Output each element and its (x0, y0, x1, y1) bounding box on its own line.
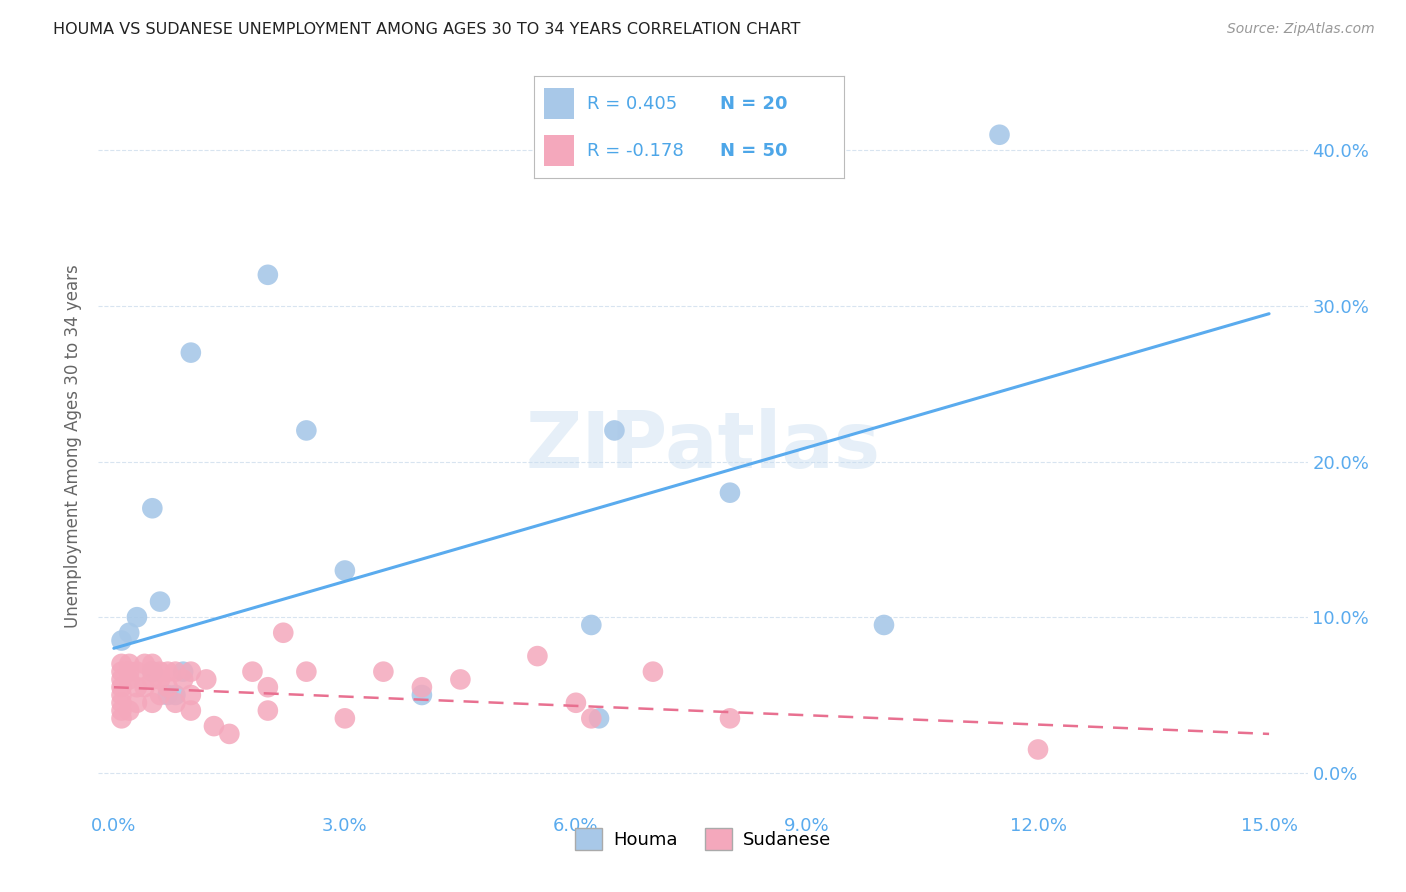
Point (565, 696, 588, 710)
Point (149, 673, 172, 687)
Point (295, 424, 318, 438)
Point (110, 704, 132, 718)
Point (180, 345, 202, 359)
Point (110, 657, 132, 671)
Point (134, 680, 156, 694)
Point (581, 711, 603, 725)
Point (373, 665, 395, 679)
Point (526, 649, 548, 664)
Point (110, 673, 132, 687)
Point (141, 696, 163, 710)
Point (110, 711, 132, 725)
Bar (544, 136, 575, 166)
Text: R = 0.405: R = 0.405 (586, 95, 678, 112)
Point (603, 424, 626, 438)
Point (156, 688, 179, 702)
Point (718, 485, 741, 500)
Point (581, 618, 603, 632)
Point (141, 501, 163, 516)
Point (718, 711, 741, 725)
Text: N = 20: N = 20 (720, 95, 787, 112)
Point (449, 673, 471, 687)
Point (641, 665, 664, 679)
Point (149, 688, 172, 702)
Point (165, 696, 187, 710)
Point (988, 128, 1011, 142)
Point (242, 665, 264, 679)
Point (149, 594, 172, 608)
Bar (544, 88, 575, 119)
Point (118, 657, 141, 671)
Point (218, 727, 240, 741)
Point (411, 680, 433, 694)
Point (141, 657, 163, 671)
Point (588, 711, 610, 725)
Point (180, 704, 202, 718)
Point (195, 673, 218, 687)
Point (411, 688, 433, 702)
Point (125, 610, 148, 624)
Point (141, 665, 163, 679)
Point (295, 665, 318, 679)
Point (134, 657, 156, 671)
Y-axis label: Unemployment Among Ages 30 to 34 years: Unemployment Among Ages 30 to 34 years (63, 264, 82, 628)
Point (118, 704, 141, 718)
Point (118, 665, 141, 679)
Text: ZIPatlas: ZIPatlas (526, 408, 880, 484)
Point (165, 665, 187, 679)
Point (149, 665, 172, 679)
Point (118, 625, 141, 640)
Point (141, 665, 163, 679)
Point (125, 696, 148, 710)
Point (110, 665, 132, 679)
Point (156, 680, 179, 694)
Point (271, 625, 294, 640)
Point (180, 665, 202, 679)
Point (873, 618, 896, 632)
Point (180, 688, 202, 702)
Point (110, 680, 132, 694)
Point (257, 704, 280, 718)
Text: HOUMA VS SUDANESE UNEMPLOYMENT AMONG AGES 30 TO 34 YEARS CORRELATION CHART: HOUMA VS SUDANESE UNEMPLOYMENT AMONG AGE… (53, 22, 801, 37)
Point (333, 564, 356, 578)
Point (125, 680, 148, 694)
Point (165, 688, 187, 702)
Point (1026, 742, 1049, 756)
Text: Source: ZipAtlas.com: Source: ZipAtlas.com (1227, 22, 1375, 37)
Point (110, 688, 132, 702)
Text: N = 50: N = 50 (720, 142, 787, 160)
Point (257, 680, 280, 694)
Point (156, 665, 179, 679)
Legend: Houma, Sudanese: Houma, Sudanese (568, 821, 838, 857)
Point (125, 665, 148, 679)
Point (110, 633, 132, 648)
Point (118, 673, 141, 687)
Point (141, 673, 163, 687)
Point (333, 711, 356, 725)
Point (172, 673, 194, 687)
Point (110, 696, 132, 710)
Point (202, 719, 225, 733)
Text: R = -0.178: R = -0.178 (586, 142, 683, 160)
Point (172, 665, 194, 679)
Point (257, 268, 280, 282)
